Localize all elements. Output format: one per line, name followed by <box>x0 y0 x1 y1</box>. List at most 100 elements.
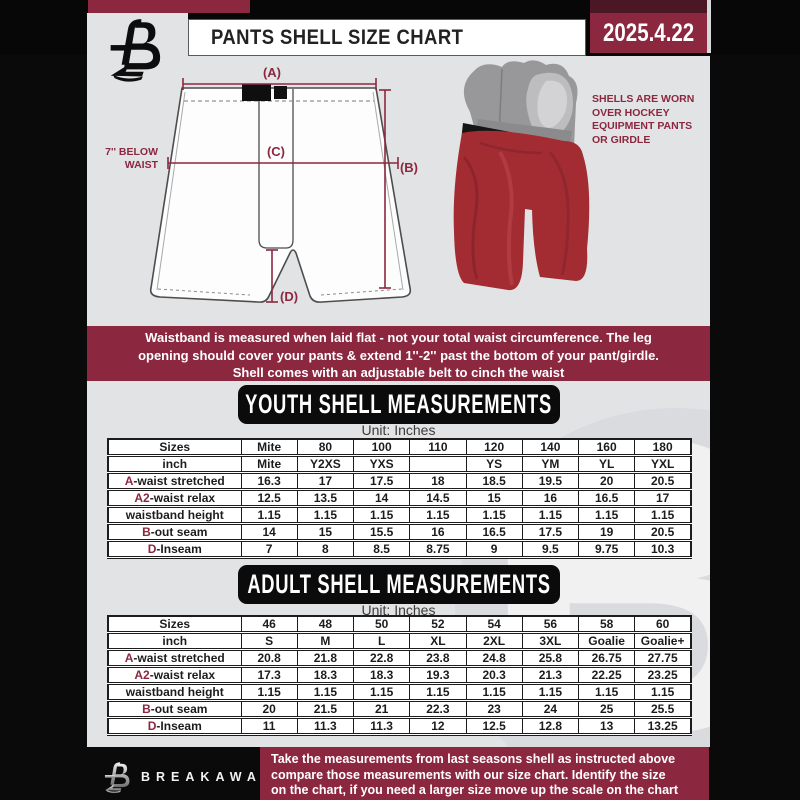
row-label: D-Inseam <box>107 717 242 735</box>
value-cell: 25.8 <box>521 649 580 667</box>
value-cell: 1.15 <box>465 683 523 701</box>
below-waist-note-1: 7'' BELOW <box>105 146 158 158</box>
value-cell: 9.75 <box>577 540 636 558</box>
value-cell: 11.3 <box>352 717 411 735</box>
value-cell: 17.3 <box>240 666 298 684</box>
footer-instructions: Take the measurements from last seasons … <box>260 747 709 800</box>
value-cell: 11 <box>240 717 298 735</box>
table-row: A-waist stretched 16.3 17 17.5 18 18.5 19.5 20 2… <box>107 472 692 490</box>
value-cell: Y2XS <box>296 455 355 473</box>
value-cell: 1.15 <box>352 683 411 701</box>
value-cell: YS <box>465 455 523 473</box>
value-cell: 16 <box>409 523 467 541</box>
table-row: B-out seam 20 21.5 21 22.3 23 24 25 25.5 <box>107 700 692 718</box>
breakaway-b-logo-small-icon <box>104 762 130 794</box>
value-cell: 22.3 <box>409 700 467 718</box>
value-cell: 15.5 <box>352 523 411 541</box>
value-cell: 14 <box>240 523 298 541</box>
content-area: B (A) (B) ( <box>87 56 710 747</box>
value-cell: 1.15 <box>409 506 467 524</box>
value-cell: 22.25 <box>577 666 636 684</box>
value-cell: 12.5 <box>240 489 298 507</box>
value-cell: 18.3 <box>296 666 355 684</box>
value-cell <box>409 455 467 473</box>
measure-letter: B <box>142 702 151 716</box>
diagram-label-a: (A) <box>263 65 281 80</box>
brand-name: BREAKAWAY <box>141 770 276 784</box>
pants-measurement-diagram: (A) (B) (C) (D) 7'' BELOW WAIST <box>105 65 418 304</box>
value-cell: 16.5 <box>465 523 523 541</box>
fly-panel <box>258 89 294 249</box>
info-banner: Waistband is measured when laid flat - n… <box>87 326 710 381</box>
value-cell: 23 <box>465 700 523 718</box>
value-cell: 23.25 <box>634 666 692 684</box>
value-cell: 1.15 <box>521 683 580 701</box>
value-cell: 14 <box>352 489 411 507</box>
measure-letter: A2 <box>134 668 150 682</box>
value-cell: 18.3 <box>352 666 411 684</box>
value-cell: 17 <box>634 489 692 507</box>
value-cell: 13 <box>577 717 636 735</box>
date-badge: 2025.4.22 <box>590 13 707 53</box>
photo-caption: SHELLS ARE WORN OVER HOCKEY EQUIPMENT PA… <box>592 93 695 146</box>
table-row: inch Mite Y2XS YXS YS YM YL YXL <box>107 455 692 473</box>
value-cell: 25 <box>577 700 636 718</box>
footer-brand-logo: BREAKAWAY <box>103 760 275 794</box>
row-label: Sizes <box>107 438 242 456</box>
value-cell: 20 <box>240 700 298 718</box>
youth-banner-text: YOUTH SHELL MEASUREMENTS <box>245 389 552 419</box>
value-cell: 17.5 <box>352 472 411 490</box>
dimension-arrow-c <box>167 157 399 169</box>
value-cell: 10.3 <box>634 540 692 558</box>
value-cell: 60 <box>634 615 692 633</box>
table-row: A2-waist relax 12.5 13.5 14 14.5 15 16 16.5 17 <box>107 489 692 507</box>
footer-line-1: Take the measurements from last seasons … <box>271 752 676 766</box>
diagram-label-c: (C) <box>267 144 285 159</box>
row-label: A2-waist relax <box>107 666 242 684</box>
header-edge-strip <box>707 0 711 53</box>
value-cell: 3XL <box>521 632 580 650</box>
table-row: D-Inseam 11 11.3 11.3 12 12.5 12.8 13 13.25 <box>107 717 692 735</box>
info-line-1: Waistband is measured when laid flat - n… <box>145 330 652 345</box>
below-waist-note-2: WAIST <box>125 159 159 171</box>
value-cell: 120 <box>465 438 523 456</box>
value-cell: 180 <box>634 438 692 456</box>
value-cell: 48 <box>296 615 355 633</box>
value-cell: 13.5 <box>296 489 355 507</box>
row-label: A2-waist relax <box>107 489 242 507</box>
value-cell: 13.25 <box>634 717 692 735</box>
page-title-bar: PANTS SHELL SIZE CHART <box>188 19 586 56</box>
value-cell: 2XL <box>465 632 523 650</box>
dimension-arrow-d <box>266 249 278 303</box>
value-cell: 50 <box>352 615 411 633</box>
value-cell: 22.8 <box>352 649 411 667</box>
measure-letter: A2 <box>134 491 150 505</box>
value-cell: XL <box>409 632 467 650</box>
info-line-2: opening should cover your pants & extend… <box>138 347 659 363</box>
table-row: inch S M L XL 2XL 3XL Goalie Goalie+ <box>107 632 692 650</box>
value-cell: 1.15 <box>634 506 692 524</box>
value-cell: 1.15 <box>577 506 636 524</box>
value-cell: 16 <box>521 489 580 507</box>
date-top-shade <box>590 0 707 14</box>
row-label: inch <box>107 455 242 473</box>
value-cell: 20 <box>577 472 636 490</box>
youth-size-table: Sizes Mite 80 100 110 120 140 160 180 inch Mite Y2X… <box>107 438 692 559</box>
measure-letter: B <box>142 525 151 539</box>
value-cell: 140 <box>521 438 580 456</box>
value-cell: 20.8 <box>240 649 298 667</box>
value-cell: S <box>240 632 298 650</box>
adult-section-banner: ADULT SHELL MEASUREMENTS <box>237 565 560 604</box>
value-cell: 20.3 <box>465 666 523 684</box>
value-cell: M <box>296 632 355 650</box>
value-cell: 26.75 <box>577 649 636 667</box>
measure-letter: D <box>147 719 157 733</box>
value-cell: 58 <box>577 615 636 633</box>
value-cell: 20.5 <box>634 472 692 490</box>
value-cell: 1.15 <box>521 506 580 524</box>
value-cell: 17.5 <box>521 523 580 541</box>
value-cell: 46 <box>240 615 298 633</box>
value-cell: 8.75 <box>409 540 467 558</box>
value-cell: 25.5 <box>634 700 692 718</box>
